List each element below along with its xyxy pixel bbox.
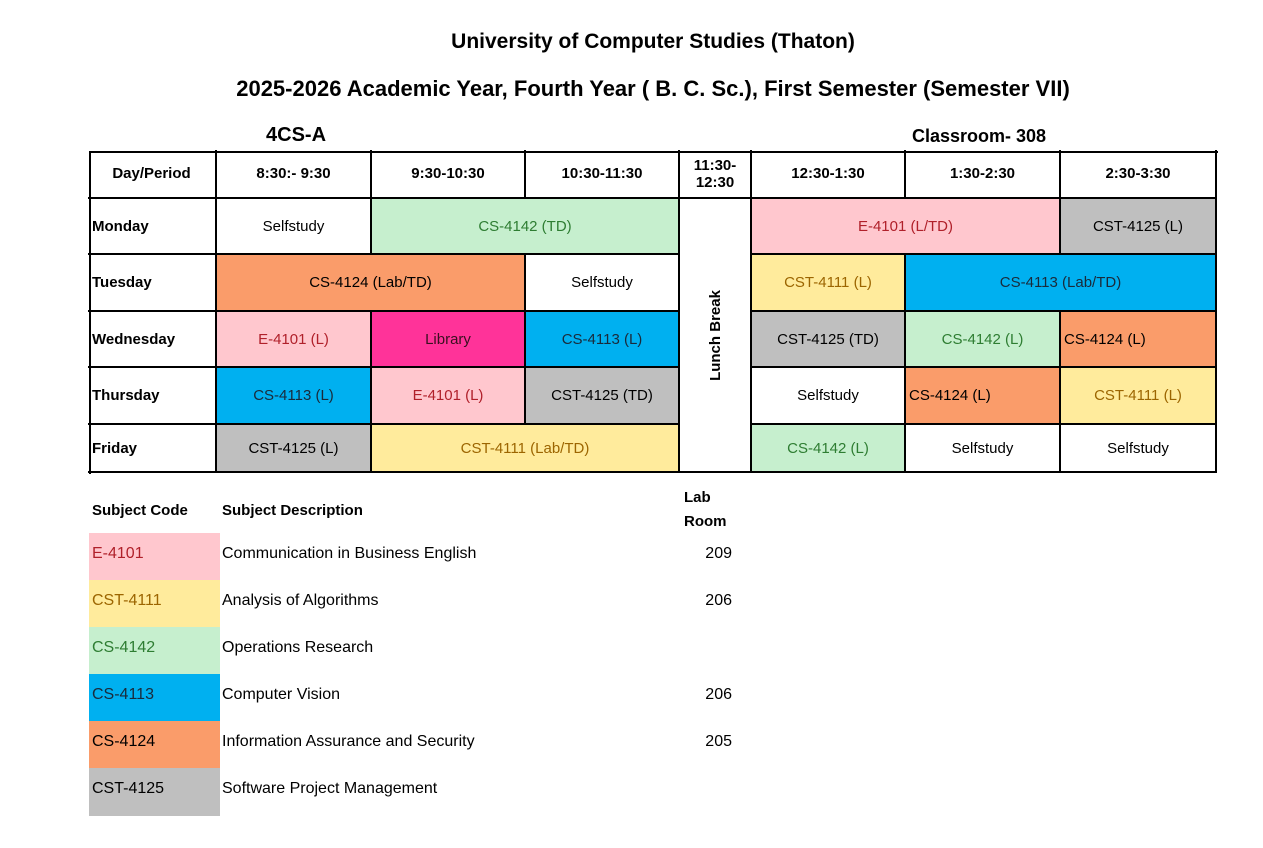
class-cell: E-4101 (L) <box>217 312 372 368</box>
class-cell: CST-4111 (L) <box>752 255 906 312</box>
day-label: Tuesday <box>88 255 217 312</box>
subject-code: E-4101 <box>89 533 220 580</box>
class-cell: Selfstudy <box>752 368 906 425</box>
period-header: 9:30-10:30 <box>372 150 526 199</box>
lunch-break: Lunch Break <box>680 199 752 473</box>
subject-code: CS-4142 <box>89 627 220 674</box>
title: University of Computer Studies (Thaton) <box>451 30 855 53</box>
subtitle: 2025-2026 Academic Year, Fourth Year ( B… <box>236 76 1070 101</box>
period-header: 11:30- 12:30 <box>680 150 752 199</box>
day-label: Wednesday <box>88 312 217 368</box>
legend-header: Subject Description <box>222 501 363 519</box>
class-cell: CST-4125 (TD) <box>752 312 906 368</box>
class-cell: CST-4125 (L) <box>1061 199 1217 255</box>
class-cell: CS-4113 (Lab/TD) <box>906 255 1217 312</box>
subject-code: CST-4111 <box>89 580 220 627</box>
class-cell: CST-4125 (TD) <box>526 368 680 425</box>
class-cell: Selfstudy <box>526 255 680 312</box>
day-label: Thursday <box>88 368 217 425</box>
lab-room: 206 <box>705 685 732 703</box>
period-header: 2:30-3:30 <box>1061 150 1217 199</box>
day-label: Friday <box>88 425 217 473</box>
period-header: 8:30:- 9:30 <box>217 150 372 199</box>
subject-code: CS-4113 <box>89 674 220 721</box>
class-name: 4CS-A <box>266 124 327 146</box>
class-cell: CST-4111 (L) <box>1061 368 1217 425</box>
class-cell: CST-4125 (L) <box>217 425 372 473</box>
period-header: 1:30-2:30 <box>906 150 1061 199</box>
subject-code: CST-4125 <box>89 768 220 816</box>
subject-description: Information Assurance and Security <box>222 732 475 750</box>
subject-description: Software Project Management <box>222 780 438 797</box>
class-cell: CS-4124 (Lab/TD) <box>217 255 526 312</box>
class-cell: Selfstudy <box>906 425 1061 473</box>
lab-room: 205 <box>705 732 732 750</box>
classroom: Classroom- 308 <box>912 126 1047 146</box>
timetable <box>89 151 1218 474</box>
subject-description: Operations Research <box>222 638 374 656</box>
class-cell: CS-4124 (L) <box>1061 312 1217 368</box>
class-cell: Selfstudy <box>217 199 372 255</box>
legend-header: Lab Room <box>684 489 727 530</box>
class-cell: CS-4113 (L) <box>526 312 680 368</box>
class-cell: CS-4113 (L) <box>217 368 372 425</box>
class-cell: Library <box>372 312 526 368</box>
subject-code: CS-4124 <box>89 721 220 768</box>
class-cell: E-4101 (L/TD) <box>752 199 1061 255</box>
subject-description: Computer Vision <box>222 685 340 703</box>
class-cell: CS-4142 (TD) <box>372 199 680 255</box>
period-header: Day/Period <box>88 150 217 199</box>
subject-description: Communication in Business English <box>222 544 477 562</box>
class-cell: CS-4142 (L) <box>906 312 1061 368</box>
period-header: 12:30-1:30 <box>752 150 906 199</box>
lunch-label: Lunch Break <box>706 289 724 381</box>
lab-room: 206 <box>705 591 732 609</box>
legend-header: Subject Code <box>92 501 188 519</box>
class-cell: CS-4124 (L) <box>906 368 1061 425</box>
period-header: 10:30-11:30 <box>526 150 680 199</box>
class-cell: E-4101 (L) <box>372 368 526 425</box>
class-cell: CS-4142 (L) <box>752 425 906 473</box>
day-label: Monday <box>88 199 217 255</box>
lab-room: 209 <box>705 544 732 562</box>
class-cell: Selfstudy <box>1061 425 1217 473</box>
subject-description: Analysis of Algorithms <box>222 591 379 609</box>
class-cell: CST-4111 (Lab/TD) <box>372 425 680 473</box>
